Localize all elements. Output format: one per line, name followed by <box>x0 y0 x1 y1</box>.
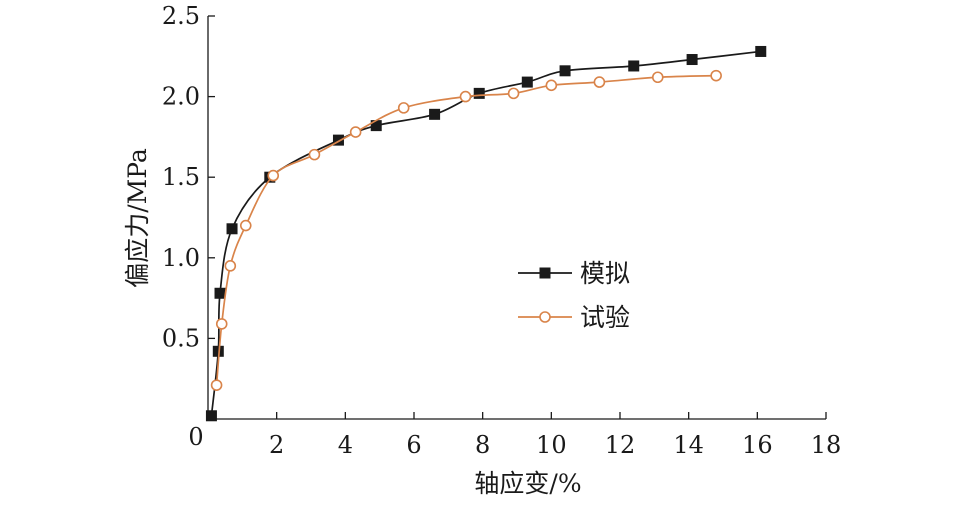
series-line <box>210 50 761 416</box>
data-point <box>224 260 237 272</box>
data-point <box>545 79 558 92</box>
y-tick-label: 2.5 <box>162 2 200 30</box>
data-point <box>628 60 640 72</box>
data-point <box>214 287 226 299</box>
data-point <box>559 65 571 77</box>
x-tick-label: 4 <box>338 431 353 459</box>
data-point <box>507 87 520 100</box>
data-point <box>332 134 344 146</box>
legend-label: 模拟 <box>580 259 630 288</box>
x-tick-label: 10 <box>536 431 567 459</box>
data-point <box>593 76 606 88</box>
data-point <box>521 76 533 88</box>
data-point <box>651 71 664 84</box>
x-axis-label: 轴应变/% <box>474 469 581 498</box>
y-tick-label: 1.5 <box>162 163 200 191</box>
data-point <box>210 379 223 391</box>
y-axis-label: 偏应力/MPa <box>123 148 152 288</box>
x-tick-label: 6 <box>406 431 421 459</box>
data-point <box>397 102 410 114</box>
y-tick-label: 2.0 <box>162 83 200 111</box>
legend-entry: 试验 <box>518 303 630 332</box>
x-tick-label: 12 <box>605 431 636 459</box>
y-tick-label: 1.0 <box>162 244 200 272</box>
x-tick-label: 18 <box>811 431 842 459</box>
x-tick-label: 16 <box>742 431 773 459</box>
x-tick-label: 14 <box>673 431 704 459</box>
data-point <box>308 148 321 161</box>
legend-marker <box>539 311 551 323</box>
x-axis-origin-label: 0 <box>188 423 203 451</box>
series-group <box>205 45 767 422</box>
data-point <box>755 45 767 57</box>
data-point <box>226 223 238 235</box>
data-point <box>267 169 280 182</box>
y-tick-label: 0.5 <box>162 324 200 352</box>
legend-marker <box>539 267 551 279</box>
data-point <box>710 69 722 82</box>
legend-label: 试验 <box>580 303 630 332</box>
data-point <box>212 345 224 357</box>
data-point <box>215 318 228 330</box>
legend-entry: 模拟 <box>518 259 630 288</box>
x-tick-label: 8 <box>475 431 490 459</box>
series-1 <box>205 45 767 422</box>
series-2 <box>210 69 722 391</box>
data-point <box>686 54 698 66</box>
axes: 0 <box>188 16 826 451</box>
data-point <box>205 410 217 422</box>
tick-marks: 2 4 6 8 10 12 14 16 18 0.5 1.0 1.5 2.0 2.5 <box>162 2 841 459</box>
data-point <box>459 90 472 103</box>
x-tick-label: 2 <box>269 431 284 459</box>
data-point <box>473 87 485 99</box>
data-point <box>349 126 362 138</box>
series-line <box>215 74 717 386</box>
data-point <box>370 120 382 132</box>
data-point <box>429 108 441 120</box>
data-point <box>239 219 252 232</box>
